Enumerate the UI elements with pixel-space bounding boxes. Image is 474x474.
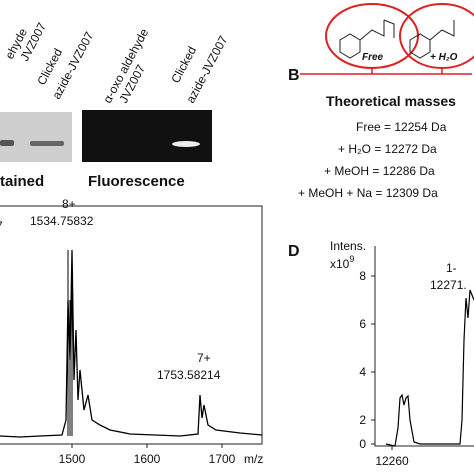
tick <box>371 275 393 450</box>
frame <box>0 205 263 445</box>
peak-mass: 1753.58214 <box>157 368 221 382</box>
y-axis-label: Intens. <box>330 239 366 253</box>
spectrum <box>385 289 474 447</box>
lane-label: azide-JVZ007 <box>183 33 230 105</box>
mass: + MeOH = 12286 Da <box>324 164 435 178</box>
band <box>30 141 64 146</box>
y-tick-label: 0 <box>359 437 366 451</box>
gel-left: ehyde JVZ007 Clicked azide-JVZ007 tained <box>0 20 97 190</box>
y-tick-label: 2 <box>359 413 366 427</box>
mass: + H₂O = 12272 Da <box>338 142 437 156</box>
panel-d: D Intens. x109 8 6 4 2 0 12260 1- 12271. <box>288 239 474 468</box>
band <box>0 140 14 146</box>
peak-charge: 7+ <box>197 351 211 365</box>
structure <box>339 19 455 59</box>
spectrum <box>0 249 263 438</box>
spectrum <box>67 250 73 436</box>
peak-charge: 8+ <box>62 197 76 211</box>
tick <box>71 444 223 448</box>
y-unit-exp: 9 <box>349 254 354 264</box>
x-tick-label: 1600 <box>134 452 161 466</box>
gel-image <box>82 110 212 162</box>
mass: + MeOH + Na = 12309 Da <box>298 186 438 200</box>
gel-image <box>0 112 72 162</box>
panel-b: B Free + H₂O Theoretical masses Free = 1… <box>288 3 474 200</box>
structure-label: Free <box>362 52 384 63</box>
caption: tained <box>0 173 44 190</box>
y-unit-base: x10 <box>330 257 350 271</box>
panel-c: 7 8+ 1534.75832 7+ 1753.58214 1500 1600 … <box>0 197 263 466</box>
mass: Free = 12254 Da <box>356 120 447 134</box>
peak-mass: 1534.75832 <box>30 214 94 228</box>
x-axis-label: m/z <box>244 452 263 466</box>
bracket <box>300 68 472 75</box>
caption: Fluorescence <box>88 173 185 190</box>
peak-charge: 1- <box>446 261 457 275</box>
panel-label: B <box>288 67 300 84</box>
y-tick-label: 6 <box>359 317 366 331</box>
peak-mass: 12271. <box>430 278 467 292</box>
gel-right: α-oxo aldehyde JVZ007 Clicked azide-JVZ0… <box>82 26 231 190</box>
panel-label: D <box>288 243 300 260</box>
peak-charge: 7 <box>0 219 3 233</box>
structure-label: + H₂O <box>430 52 458 63</box>
axes <box>374 246 474 447</box>
x-tick-label: 12260 <box>375 454 409 468</box>
y-tick-label: 4 <box>359 365 366 379</box>
x-tick-label: 1700 <box>209 452 236 466</box>
x-tick-label: 1500 <box>59 452 86 466</box>
y-tick-label: 8 <box>359 269 366 283</box>
y-unit: x109 <box>330 254 354 271</box>
band <box>172 141 200 147</box>
masses-title: Theoretical masses <box>326 93 456 109</box>
